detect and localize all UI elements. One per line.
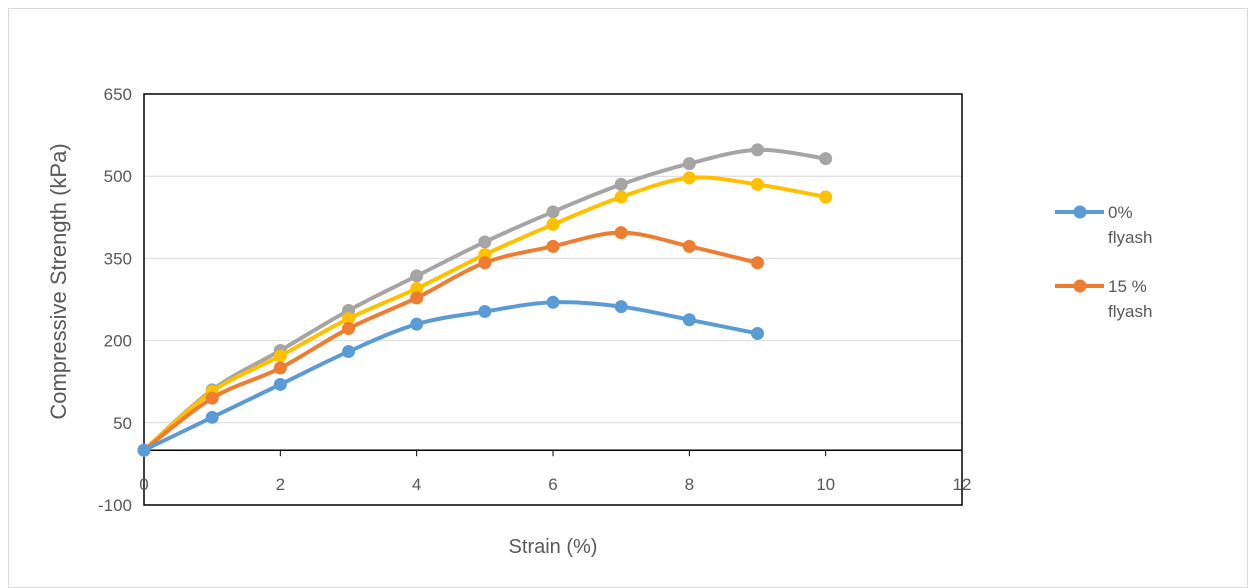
- series-line: [142, 147, 828, 453]
- data-point: [682, 239, 696, 253]
- y-axis-title: Compressive Strength (kPa): [46, 143, 71, 419]
- x-tick-label: 2: [276, 475, 285, 494]
- x-tick-label: 6: [548, 475, 557, 494]
- legend-marker: [1073, 279, 1087, 293]
- y-axis-ticks: -100 50 200 350 500 650: [98, 85, 132, 515]
- x-axis-ticks: 0 2 4 6 8 10 12: [139, 450, 971, 494]
- data-point: [273, 361, 287, 375]
- data-point: [342, 322, 355, 336]
- data-point: [682, 171, 696, 185]
- x-tick-label: 12: [953, 475, 972, 494]
- plot-border: [143, 93, 963, 506]
- data-point: [751, 143, 764, 157]
- data-point: [478, 235, 492, 249]
- gridlines: [144, 175, 962, 424]
- data-point: [682, 313, 696, 327]
- data-point: [819, 190, 833, 204]
- line-chart: -100 50 200 350 500 650 0 2 4 6 8 10 12 Compressive…: [46, 85, 1152, 558]
- legend-label: 15 % flyash: [1108, 277, 1152, 321]
- series-0: [137, 295, 764, 457]
- x-tick-label: 10: [816, 475, 835, 494]
- series-line: [142, 230, 760, 453]
- data-point: [342, 345, 355, 359]
- data-point: [205, 410, 219, 424]
- y-tick-label: 500: [104, 167, 132, 186]
- data-point: [546, 295, 560, 309]
- data-point: [478, 305, 492, 319]
- series-1: [137, 226, 764, 457]
- data-point: [614, 177, 628, 191]
- data-point: [342, 312, 355, 326]
- legend-marker: [1073, 205, 1087, 219]
- x-axis-title: Strain (%): [509, 536, 598, 558]
- x-tick-label: 8: [685, 475, 694, 494]
- legend-item: 0% flyash: [1055, 203, 1152, 247]
- y-tick-label: -100: [98, 496, 132, 515]
- data-point: [751, 177, 764, 191]
- data-point: [819, 152, 833, 166]
- series-line: [142, 300, 760, 453]
- data-point: [410, 269, 424, 283]
- data-point: [410, 317, 424, 331]
- data-point: [682, 157, 696, 171]
- data-point: [137, 443, 151, 457]
- data-point: [614, 226, 628, 240]
- data-point: [546, 217, 560, 231]
- data-point: [751, 256, 764, 270]
- legend-item: 15 % flyash: [1055, 277, 1152, 321]
- y-tick-label: 50: [113, 414, 132, 433]
- data-point: [205, 391, 219, 405]
- x-tick-label: 4: [412, 475, 421, 494]
- data-point: [273, 349, 287, 363]
- data-point: [614, 300, 628, 314]
- y-tick-label: 650: [104, 85, 132, 104]
- legend: 0% flyash 15 % flyash: [1055, 203, 1152, 321]
- data-point: [614, 190, 628, 204]
- data-point: [273, 377, 287, 391]
- data-point: [546, 205, 560, 219]
- series-layer: [137, 143, 833, 457]
- data-point: [546, 239, 560, 253]
- y-tick-label: 200: [104, 332, 132, 351]
- series-2: [137, 143, 833, 457]
- legend-label: 0% flyash: [1108, 203, 1152, 247]
- data-point: [410, 282, 424, 296]
- x-tick-label: 0: [139, 475, 148, 494]
- data-point: [751, 326, 764, 340]
- data-point: [410, 291, 424, 305]
- data-point: [478, 256, 492, 270]
- y-tick-label: 350: [104, 249, 132, 268]
